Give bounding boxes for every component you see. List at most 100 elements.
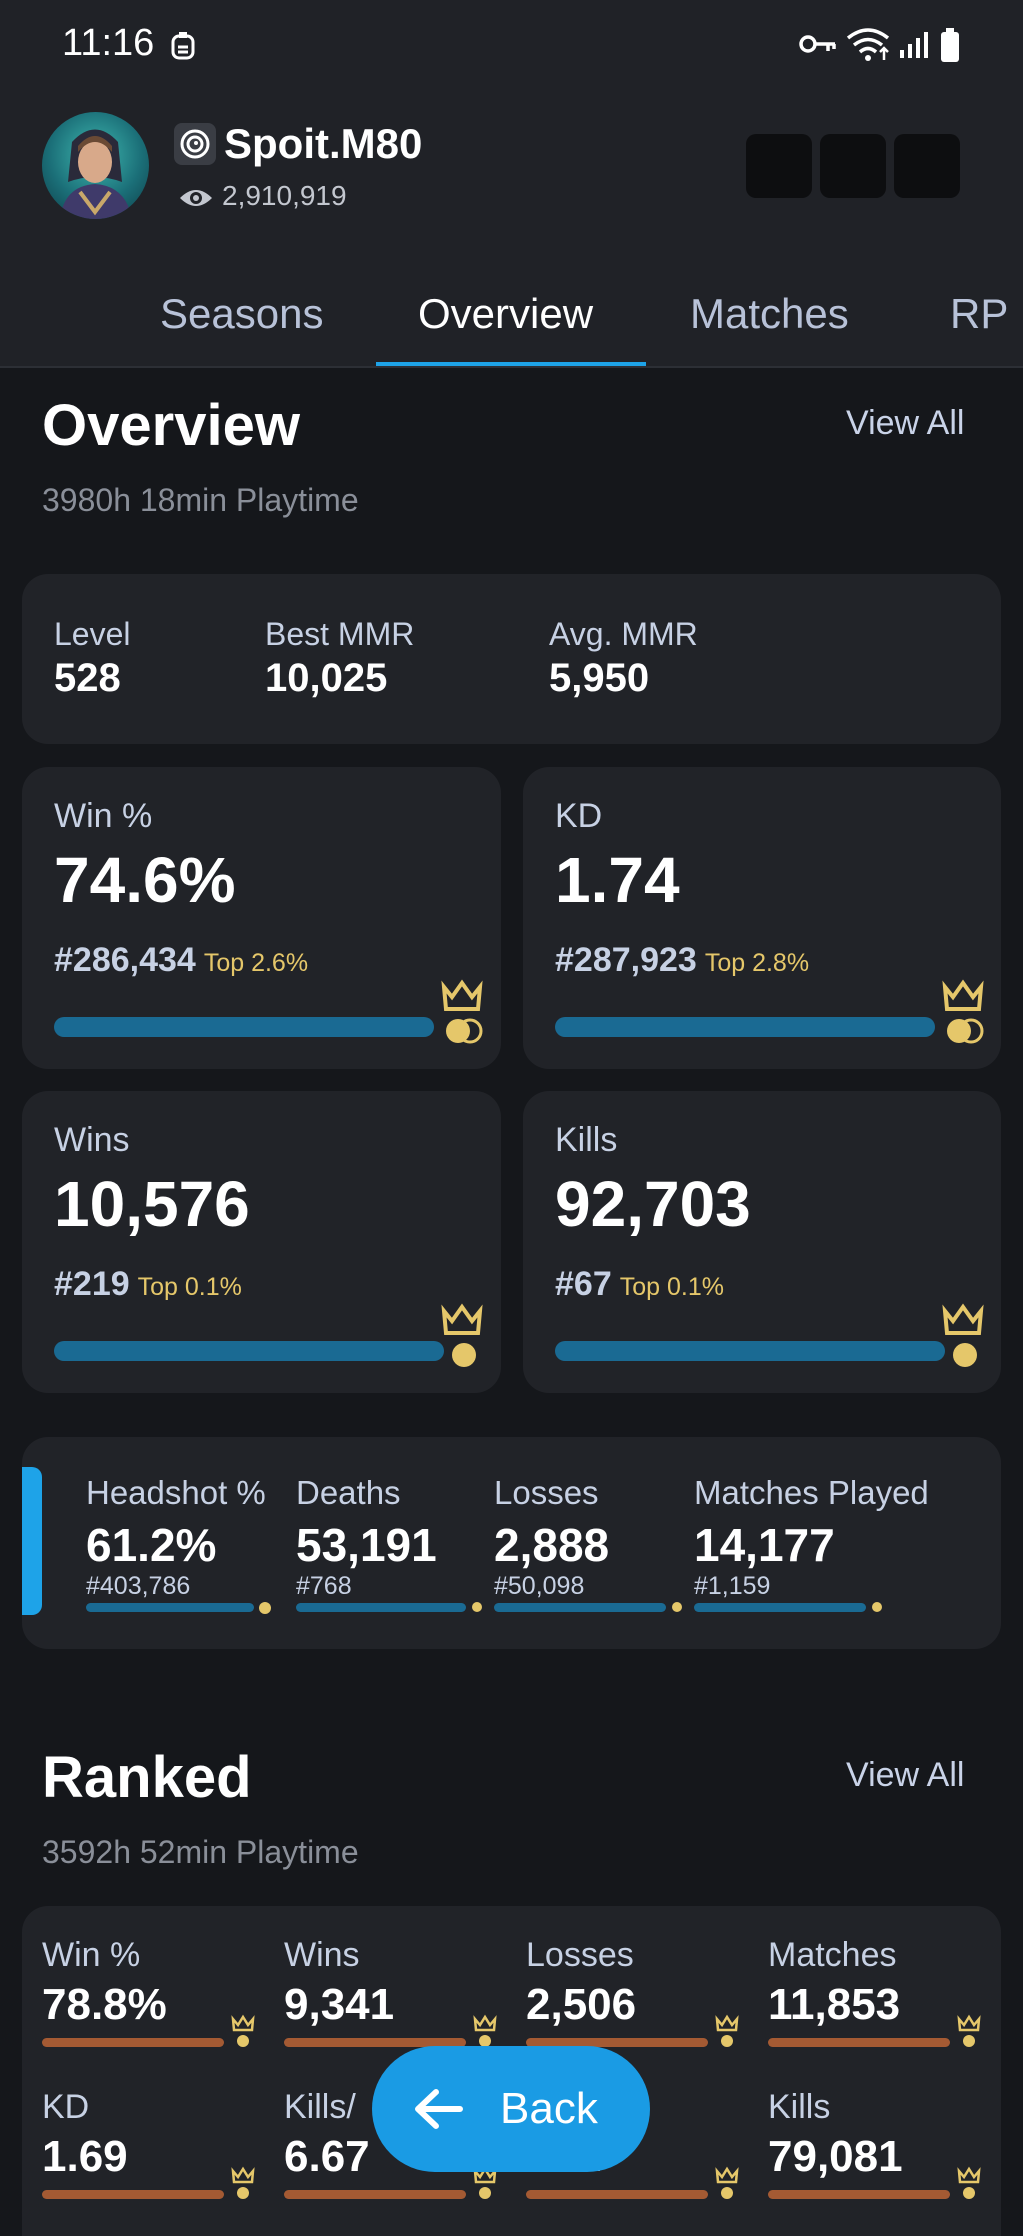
stat-top-percent: Top 2.8% <box>704 949 810 977</box>
stat-value: 10,576 <box>54 1168 250 1240</box>
tab-divider <box>0 366 1023 368</box>
player-name: Spoit.M80 <box>224 120 423 167</box>
ranked-stat-value: 11,853 <box>768 1980 901 2029</box>
small-stat-value: 14,177 <box>694 1519 835 1571</box>
stat-progress-bar <box>555 1341 945 1361</box>
stat-label: Kills <box>555 1121 618 1159</box>
stat-progress-bar <box>54 1017 434 1037</box>
ranked-stat-bar <box>526 2038 708 2047</box>
ranked-stat-label: Wins <box>284 1936 360 1974</box>
ranked-stat-value: 6.67 <box>284 2132 370 2181</box>
ranked-stat-bar <box>284 2038 466 2047</box>
operator-portrait <box>60 129 132 219</box>
small-stat-rank: #1,159 <box>694 1572 771 1600</box>
small-stat-value: 53,191 <box>296 1519 437 1571</box>
crown-badge-icon <box>957 2166 981 2199</box>
gold-dot-icon <box>259 1602 271 1614</box>
stat-label: Wins <box>54 1121 130 1159</box>
signal-icon <box>900 32 928 58</box>
small-stat-bar <box>86 1603 254 1612</box>
crown-badge-icon <box>231 2014 255 2047</box>
small-stat-label: Headshot % <box>86 1474 266 1511</box>
overview-view-all-link[interactable]: View All <box>846 404 965 442</box>
level-label: Level <box>54 616 131 652</box>
crown-badge-icon <box>441 1303 483 1367</box>
tab-bar: Seasons Overview Matches RP I <box>0 270 1023 368</box>
stat-rank: #286,434 Top 2.6% <box>54 941 309 979</box>
small-stat-bar <box>296 1603 466 1612</box>
stat-label: KD <box>555 797 603 835</box>
ranked-stat-bar <box>42 2038 224 2047</box>
ranked-stat-bar <box>42 2190 224 2199</box>
secondary-stats-card <box>22 1437 1001 1649</box>
gold-dot-icon <box>872 1602 882 1612</box>
ranked-stat-value: 9,341 <box>284 1980 395 2029</box>
gold-dot-icon <box>472 1602 482 1612</box>
ranked-stat-label: KD <box>42 2088 90 2126</box>
stat-label: Win % <box>54 797 153 835</box>
stat-value: 1.74 <box>555 844 680 916</box>
small-stat-label: Matches Played <box>694 1474 929 1511</box>
stat-top-percent: Top 0.1% <box>137 1273 242 1301</box>
back-label: Back <box>500 2084 598 2133</box>
stat-rank: #67 Top 0.1% <box>555 1265 724 1303</box>
stat-card-win-percent[interactable]: Win % 74.6% #286,434 Top 2.6% <box>22 767 501 1069</box>
stat-value: 92,703 <box>555 1168 751 1240</box>
eye-icon <box>180 189 212 206</box>
ranked-stat-value: 78.8% <box>42 1980 167 2029</box>
crown-badge-icon <box>441 979 483 1044</box>
tab-rp[interactable]: RP I <box>950 290 1023 337</box>
ranked-stat-bar <box>526 2190 708 2199</box>
ranked-stat-bar <box>284 2190 466 2199</box>
stat-card-wins[interactable]: Wins 10,576 #219 Top 0.1% <box>22 1091 501 1393</box>
ranked-stat-value: 1.69 <box>42 2132 128 2181</box>
stat-card-kd[interactable]: KD 1.74 #287,923 Top 2.8% <box>523 767 1001 1069</box>
header-action-button-1[interactable] <box>746 134 812 198</box>
best-mmr-label: Best MMR <box>265 616 415 652</box>
avg-mmr-label: Avg. MMR <box>549 616 698 652</box>
stat-progress-bar <box>555 1017 935 1037</box>
player-name-row: Spoit.M80 <box>174 120 422 168</box>
wifi-icon <box>846 28 890 61</box>
views-count: 2,910,919 <box>222 180 347 211</box>
small-stat-label: Deaths <box>296 1474 401 1511</box>
header-action-button-3[interactable] <box>894 134 960 198</box>
crown-badge-icon <box>473 2014 497 2047</box>
tab-overview[interactable]: Overview <box>418 290 594 337</box>
ranked-stat-label: Matches <box>768 1936 897 1974</box>
tab-indicator <box>376 362 646 368</box>
ranked-stat-label: Win % <box>42 1936 141 1974</box>
ranked-stat-label: Kills/ <box>284 2088 356 2126</box>
ranked-view-all-link[interactable]: View All <box>846 1756 965 1794</box>
stat-card-kills[interactable]: Kills 92,703 #67 Top 0.1% <box>523 1091 1001 1393</box>
small-stat-bar <box>494 1603 666 1612</box>
small-stat-rank: #50,098 <box>494 1572 585 1600</box>
ranked-stat-label: Losses <box>526 1936 634 1974</box>
crown-badge-icon <box>231 2166 255 2199</box>
crown-badge-icon <box>942 979 984 1044</box>
small-stat-value: 2,888 <box>494 1519 610 1571</box>
small-stat-bar <box>694 1603 866 1612</box>
gold-dot-icon <box>672 1602 682 1612</box>
crown-badge-icon <box>942 1303 984 1367</box>
avatar[interactable] <box>42 112 149 219</box>
back-button[interactable]: Back <box>372 2046 650 2172</box>
active-accent-bar <box>22 1467 42 1615</box>
small-stat-value: 61.2% <box>86 1519 217 1571</box>
tab-matches[interactable]: Matches <box>690 290 849 337</box>
avg-mmr-value: 5,950 <box>549 656 650 700</box>
best-mmr-value: 10,025 <box>265 656 388 700</box>
stat-top-percent: Top 0.1% <box>619 1273 724 1301</box>
arrow-left-icon <box>415 2089 463 2129</box>
tab-seasons[interactable]: Seasons <box>160 290 324 337</box>
vpn-key-icon <box>799 35 836 53</box>
crown-badge-icon <box>473 2166 497 2199</box>
level-value: 528 <box>54 656 121 700</box>
overview-title: Overview <box>42 393 300 458</box>
crown-badge-icon <box>957 2014 981 2047</box>
crown-badge-icon <box>715 2166 739 2199</box>
profile-views: 2,910,919 <box>178 180 347 212</box>
ranked-stat-label: Kills <box>768 2088 831 2126</box>
header-action-button-2[interactable] <box>820 134 886 198</box>
stat-progress-bar <box>54 1341 444 1361</box>
